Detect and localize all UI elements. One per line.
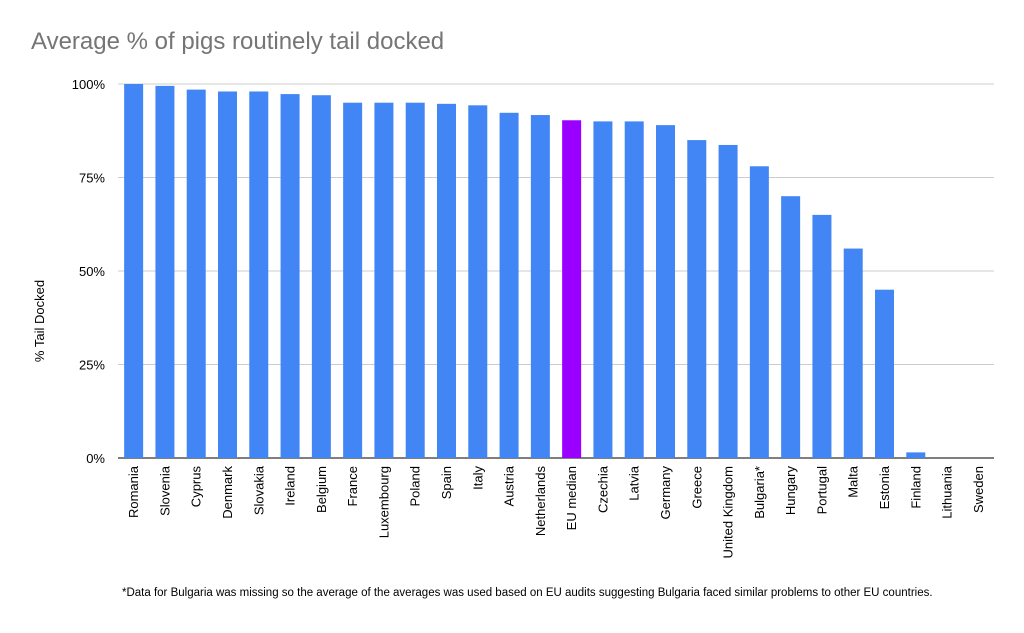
- bar: [499, 112, 519, 458]
- y-axis-ticks: 0% 25% 50% 75% 100%: [72, 77, 106, 466]
- bar: [687, 140, 707, 458]
- bar: [468, 105, 488, 459]
- bar: [562, 120, 582, 458]
- x-tick-label: Belgium: [314, 466, 329, 513]
- bar: [311, 95, 331, 458]
- x-tick-label: France: [345, 466, 360, 506]
- x-tick-label: Slovakia: [251, 465, 266, 515]
- x-tick-label: Ireland: [283, 466, 298, 506]
- x-tick-label: Latvia: [627, 465, 642, 500]
- bar: [875, 289, 894, 458]
- y-tick-label: 100%: [72, 77, 106, 92]
- x-tick-label: Slovenia: [157, 465, 172, 516]
- x-tick-label: Spain: [439, 466, 454, 499]
- bar: [280, 94, 300, 459]
- bar: [781, 196, 801, 458]
- x-tick-label: Lithuania: [940, 465, 955, 519]
- x-tick-label: Malta: [846, 465, 861, 498]
- x-tick-label: Sweden: [971, 466, 986, 513]
- bar: [749, 166, 769, 458]
- y-tick-label: 50%: [79, 264, 105, 279]
- bar: [812, 214, 832, 458]
- x-tick-label: Romania: [126, 465, 141, 518]
- x-tick-label: Greece: [689, 466, 704, 509]
- x-tick-label: Hungary: [783, 466, 798, 516]
- x-tick-label: Netherlands: [533, 466, 548, 537]
- x-tick-label: Italy: [470, 466, 485, 490]
- bar: [374, 102, 394, 458]
- x-tick-label: Czechia: [595, 465, 610, 513]
- bar: [218, 91, 237, 458]
- y-axis-label: % Tail Docked: [32, 280, 47, 362]
- x-tick-label: EU median: [564, 466, 579, 530]
- x-tick-label: Denmark: [220, 466, 235, 519]
- bar: [593, 121, 613, 459]
- x-tick-label: Estonia: [877, 465, 892, 509]
- bar: [624, 121, 644, 459]
- x-tick-label: Portugal: [814, 466, 829, 515]
- x-axis-ticks: Romania Slovenia Cyprus Denmark Slovakia Irel…: [126, 465, 986, 558]
- x-tick-label: Luxembourg: [376, 466, 391, 538]
- bar: [530, 115, 550, 459]
- bar: [249, 91, 269, 458]
- x-tick-label: Poland: [408, 466, 423, 506]
- bar: [718, 144, 738, 458]
- bar: [906, 452, 926, 458]
- bars: [124, 84, 926, 459]
- bar: [186, 89, 206, 459]
- y-tick-label: 0%: [86, 451, 105, 466]
- bar: [405, 102, 425, 458]
- x-tick-label: Cyprus: [189, 466, 204, 508]
- x-tick-label: Finland: [908, 466, 923, 509]
- bar: [843, 248, 863, 458]
- x-tick-label: Austria: [502, 465, 517, 506]
- bar: [343, 102, 363, 458]
- bar: [437, 103, 456, 459]
- x-tick-label: Germany: [658, 466, 673, 520]
- x-tick-label: Bulgaria*: [752, 466, 767, 519]
- bar: [124, 84, 144, 458]
- bar: [155, 85, 175, 459]
- chart-title: Average % of pigs routinely tail docked: [31, 28, 445, 55]
- x-tick-label: United Kingdom: [721, 466, 736, 559]
- y-tick-label: 75%: [79, 171, 105, 186]
- chart-footnote: *Data for Bulgaria was missing so the av…: [122, 587, 933, 599]
- bar: [656, 125, 675, 458]
- y-tick-label: 25%: [79, 358, 105, 373]
